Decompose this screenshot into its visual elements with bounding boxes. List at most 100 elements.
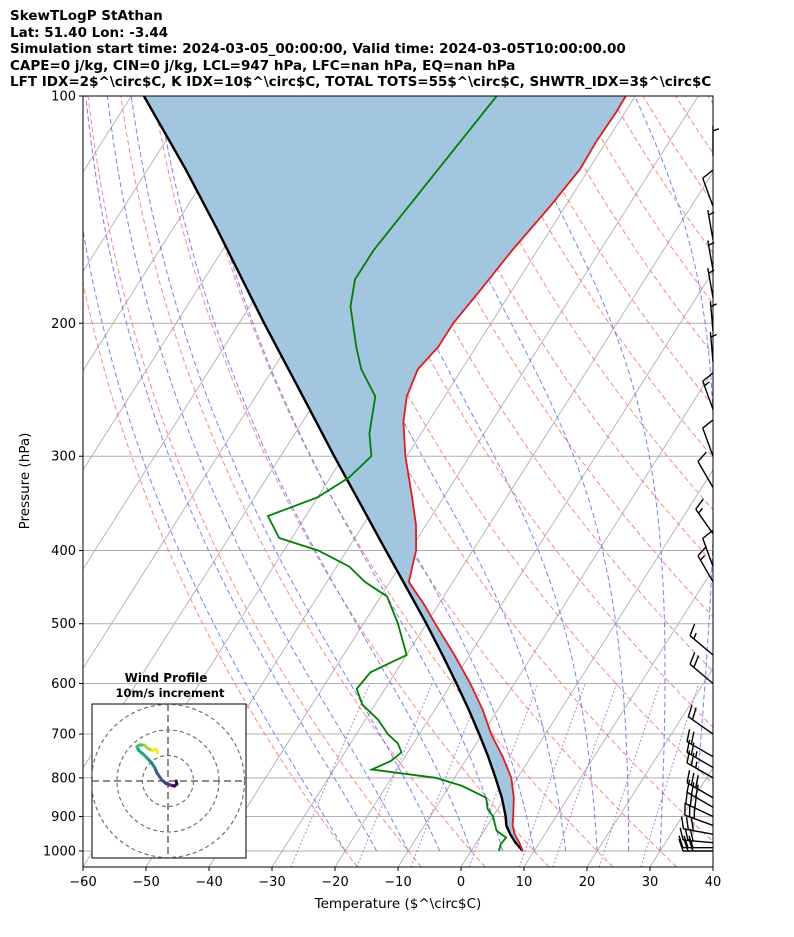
parcel-profile-line bbox=[142, 96, 524, 852]
wind-barb bbox=[686, 779, 714, 808]
isotherm-line bbox=[208, 96, 699, 867]
dry-adiabat-line bbox=[773, 96, 794, 867]
x-tick-label: 40 bbox=[705, 875, 722, 890]
mixing-ratio-line bbox=[410, 683, 484, 867]
dewpoint-line bbox=[266, 96, 508, 852]
moist-adiabat-line bbox=[405, 96, 630, 852]
wind-barb bbox=[707, 210, 715, 240]
moist-adiabat-line bbox=[83, 227, 346, 852]
dry-adiabat-line bbox=[577, 96, 713, 305]
x-tick-label: −20 bbox=[321, 875, 348, 890]
mixing-ratio-line bbox=[640, 683, 700, 867]
wind-barb bbox=[702, 419, 714, 457]
x-tick-label: 30 bbox=[642, 875, 659, 890]
wind-barb bbox=[697, 451, 714, 488]
wind-barbs bbox=[678, 125, 720, 852]
moist-adiabat-line bbox=[755, 96, 794, 851]
hodograph-title: Wind Profile bbox=[125, 671, 208, 685]
moist-adiabat-line bbox=[157, 96, 472, 852]
wind-barb bbox=[686, 770, 714, 799]
wind-barb bbox=[697, 545, 714, 583]
dry-adiabat-line bbox=[609, 96, 713, 254]
dry-adiabat-line bbox=[120, 96, 486, 867]
mixing-ratio-line bbox=[518, 683, 586, 867]
wind-barb bbox=[709, 331, 717, 362]
mixing-ratio-line bbox=[552, 683, 618, 867]
dry-adiabat-line bbox=[741, 96, 794, 867]
wind-barb bbox=[702, 372, 714, 410]
y-tick-label: 1000 bbox=[43, 845, 76, 860]
y-tick-label: 200 bbox=[51, 317, 76, 332]
moist-adiabat-line bbox=[634, 96, 713, 852]
isotherm-line bbox=[271, 171, 713, 867]
y-tick-label: 100 bbox=[51, 90, 76, 105]
isotherm-line bbox=[83, 96, 258, 372]
dry-adiabat-line bbox=[316, 96, 713, 728]
wind-barb bbox=[680, 816, 714, 835]
moist-adiabat-line bbox=[85, 96, 378, 852]
dry-adiabat-line bbox=[707, 96, 713, 105]
hodograph-segment bbox=[154, 747, 159, 755]
isotherm-line bbox=[649, 766, 713, 867]
moist-adiabat-line bbox=[130, 96, 441, 852]
wind-barb bbox=[707, 268, 715, 298]
wind-barb bbox=[707, 240, 715, 271]
isotherm-line bbox=[523, 568, 713, 867]
wind-barb bbox=[687, 704, 714, 735]
dry-adiabat-line bbox=[185, 96, 614, 867]
moist-adiabat-line bbox=[723, 96, 781, 851]
wind-barb bbox=[712, 125, 720, 156]
moist-adiabat-line bbox=[189, 96, 504, 852]
dry-adiabat-line bbox=[675, 96, 713, 154]
x-tick-label: −50 bbox=[132, 875, 159, 890]
x-tick-label: −10 bbox=[384, 875, 411, 890]
dry-adiabat-line bbox=[642, 96, 713, 204]
dry-adiabat-line bbox=[83, 280, 358, 867]
y-axis-label: Pressure (hPa) bbox=[17, 433, 33, 530]
dry-adiabat-line bbox=[381, 96, 713, 618]
wind-barb bbox=[695, 498, 714, 535]
cin-shading bbox=[143, 96, 626, 851]
y-tick-label: 800 bbox=[51, 771, 76, 786]
y-tick-label: 700 bbox=[51, 728, 76, 743]
wind-barb bbox=[702, 169, 714, 207]
y-tick-label: 600 bbox=[51, 677, 76, 692]
dry-adiabat-line bbox=[152, 96, 550, 867]
y-tick-label: 300 bbox=[51, 450, 76, 465]
dry-adiabat-line bbox=[348, 96, 713, 673]
dry-adiabat-line bbox=[544, 96, 713, 355]
x-tick-label: 20 bbox=[579, 875, 596, 890]
time-text: Simulation start time: 2024-03-05_00:00:… bbox=[10, 41, 626, 57]
wind-barb bbox=[686, 729, 714, 758]
x-tick-label: 10 bbox=[516, 875, 533, 890]
plot-area bbox=[0, 96, 794, 867]
parameters-line-2: LFT IDX=2$^\circ$C, K IDX=10$^\circ$C, T… bbox=[10, 74, 712, 90]
x-tick-label: −30 bbox=[258, 875, 285, 890]
x-tick-label: −60 bbox=[69, 875, 96, 890]
hodograph-subtitle: 10m/s increment bbox=[116, 686, 225, 700]
isotherm-line bbox=[0, 96, 5, 867]
y-tick-label: 500 bbox=[51, 617, 76, 632]
chart-header: SkewTLogP StAthan Lat: 51.40 Lon: -3.44 … bbox=[10, 8, 711, 91]
x-tick-label: −40 bbox=[195, 875, 222, 890]
moist-adiabat-line bbox=[106, 96, 409, 852]
isotherm-line bbox=[334, 270, 713, 867]
x-axis-label: Temperature ($^\circ$C) bbox=[314, 896, 482, 912]
moist-adiabat-line bbox=[504, 96, 666, 851]
wind-barb bbox=[689, 623, 714, 656]
wind-barb bbox=[679, 827, 714, 844]
parameters-line-1: CAPE=0 j/kg, CIN=0 j/kg, LCL=947 hPa, LF… bbox=[10, 57, 516, 74]
x-tick-label: 0 bbox=[457, 875, 465, 890]
wind-barb bbox=[686, 750, 714, 779]
isotherm-line bbox=[0, 96, 68, 867]
isotherm-line bbox=[586, 667, 713, 867]
isotherm-line bbox=[712, 866, 713, 867]
wind-barb bbox=[709, 301, 717, 332]
temperature-line bbox=[402, 96, 627, 852]
location-text: Lat: 51.40 Lon: -3.44 bbox=[10, 24, 169, 41]
wind-barb bbox=[678, 835, 713, 849]
chart-title: SkewTLogP StAthan bbox=[10, 8, 163, 24]
dry-adiabat-line bbox=[283, 96, 713, 785]
wind-barb bbox=[689, 652, 714, 685]
